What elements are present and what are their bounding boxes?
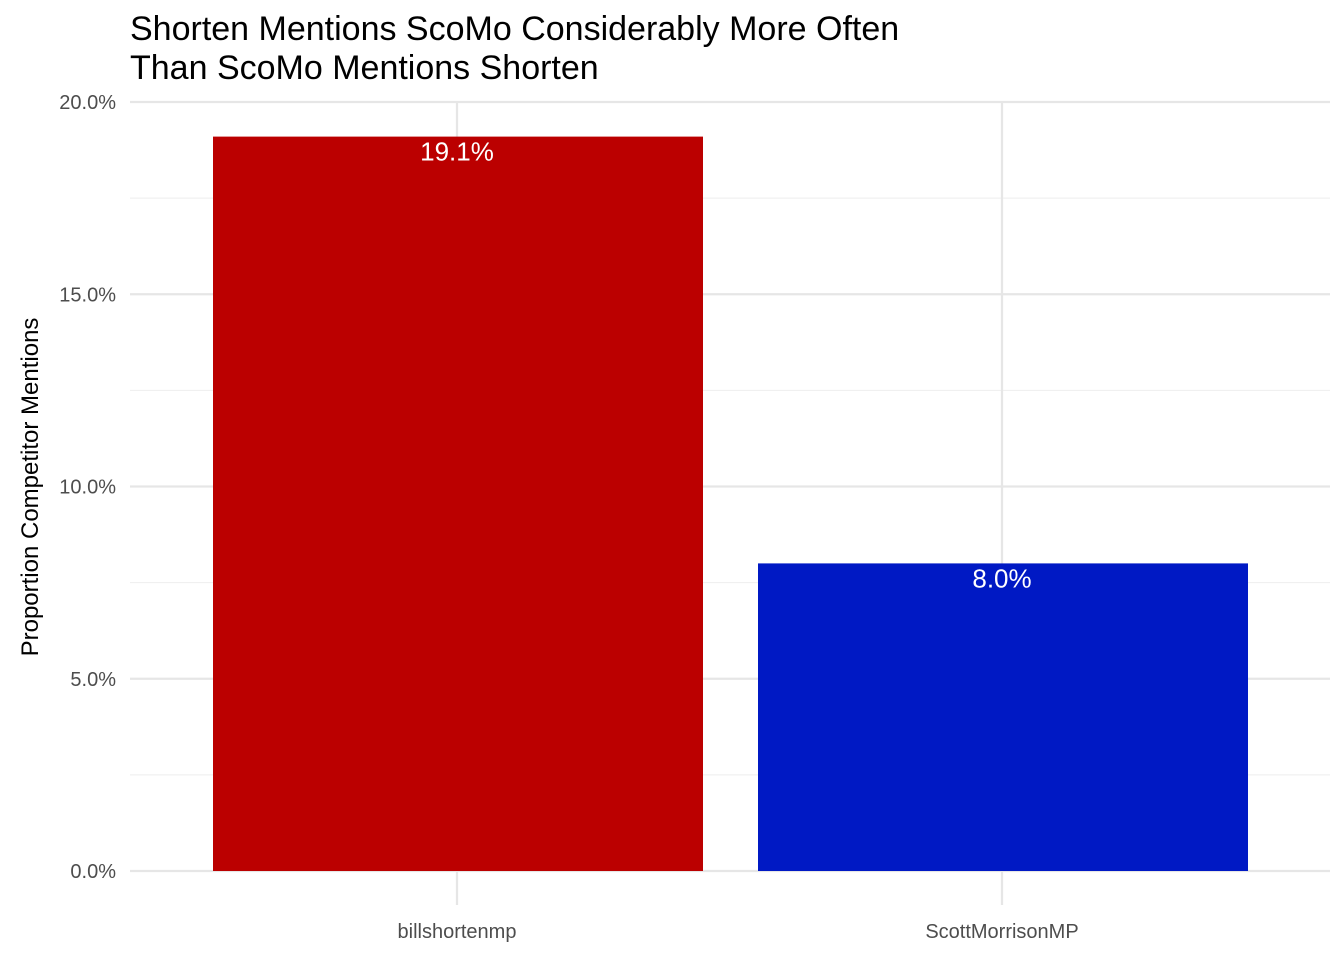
x-tick-label: ScottMorrisonMP [925, 921, 1078, 943]
x-tick-label: billshortenmp [398, 921, 517, 943]
y-tick-label: 5.0% [70, 669, 116, 691]
chart-title-line-2: Than ScoMo Mentions Shorten [130, 49, 599, 87]
chart-title-line-1: Shorten Mentions ScoMo Considerably More… [130, 10, 899, 48]
y-axis-title: Proportion Competitor Mentions [17, 318, 44, 657]
y-tick-label: 0.0% [70, 861, 116, 883]
y-tick-label: 20.0% [59, 92, 116, 114]
y-tick-label: 15.0% [59, 284, 116, 306]
bars [213, 136, 1248, 872]
bar-labels: 19.1% 8.0% [420, 137, 1032, 594]
x-axis-tick-labels: billshortenmp ScottMorrisonMP [398, 921, 1079, 943]
y-axis-tick-labels: 0.0% 5.0% 10.0% 15.0% 20.0% [59, 92, 116, 883]
y-tick-label: 10.0% [59, 477, 116, 499]
bar-billshortenmp [213, 136, 703, 872]
bar-value-label: 8.0% [972, 563, 1031, 593]
chart-title: Shorten Mentions ScoMo Considerably More… [130, 10, 899, 87]
bar-value-label: 19.1% [420, 137, 494, 167]
bar-ScottMorrisonMP [758, 563, 1248, 871]
